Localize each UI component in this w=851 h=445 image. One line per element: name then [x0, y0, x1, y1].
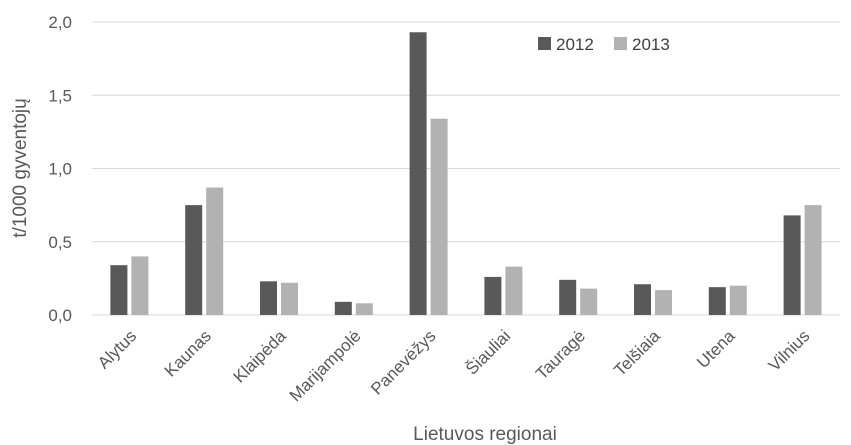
bar-2013-1 [206, 187, 224, 315]
bar-2012-3 [334, 301, 352, 315]
y-axis-tick-labels: 0,0 0,5 1,0 1,5 2,0 [48, 13, 72, 325]
legend-label: 2012 [556, 35, 594, 54]
x-tick-label: Telšiaia [610, 326, 664, 380]
gridlines [92, 21, 840, 316]
bar-2012-6 [559, 279, 577, 315]
y-tick-label: 2,0 [48, 13, 72, 32]
y-tick-label: 1,0 [48, 160, 72, 179]
legend-swatch [538, 37, 551, 50]
bar-2013-8 [729, 285, 747, 315]
bar-2013-7 [655, 290, 672, 315]
y-tick-label: 1,5 [48, 86, 72, 105]
bar-2013-6 [580, 288, 598, 315]
x-tick-label: Panevėžys [367, 326, 439, 398]
bar-2012-5 [484, 276, 502, 315]
bar-2012-9 [783, 215, 801, 315]
bar-2013-2 [281, 282, 298, 315]
x-tick-label: Marijampolė [286, 326, 365, 405]
x-tick-label: Tauragė [532, 326, 589, 383]
bars [110, 32, 822, 315]
bar-2013-4 [430, 118, 448, 315]
y-tick-label: 0,0 [48, 306, 72, 325]
legend-swatch [614, 37, 627, 50]
legend-label: 2013 [632, 35, 670, 54]
legend: 2012 2013 [538, 35, 670, 54]
x-axis-title: Lietuvos regionai [413, 424, 557, 445]
bar-2013-3 [355, 303, 373, 315]
bar-2013-5 [505, 266, 523, 315]
y-tick-label: 0,5 [48, 233, 72, 252]
x-tick-label: Klaipėda [230, 326, 291, 387]
bar-2012-8 [708, 287, 726, 315]
x-tick-label: Šiauliai [462, 326, 514, 378]
x-tick-label: Utena [693, 326, 739, 372]
x-tick-label: Kaunas [161, 326, 215, 380]
bar-2012-7 [634, 284, 651, 315]
y-axis-title: t/1000 gyventojų [10, 98, 31, 237]
bar-2013-9 [804, 205, 822, 315]
x-tick-label: Alytus [94, 326, 140, 372]
bar-2012-4 [409, 32, 427, 315]
bar-2013-0 [131, 256, 149, 315]
bar-2012-0 [110, 265, 128, 315]
bar-2012-1 [185, 205, 203, 315]
x-tick-label: Vilnius [765, 326, 814, 375]
bar-2012-2 [260, 281, 277, 315]
